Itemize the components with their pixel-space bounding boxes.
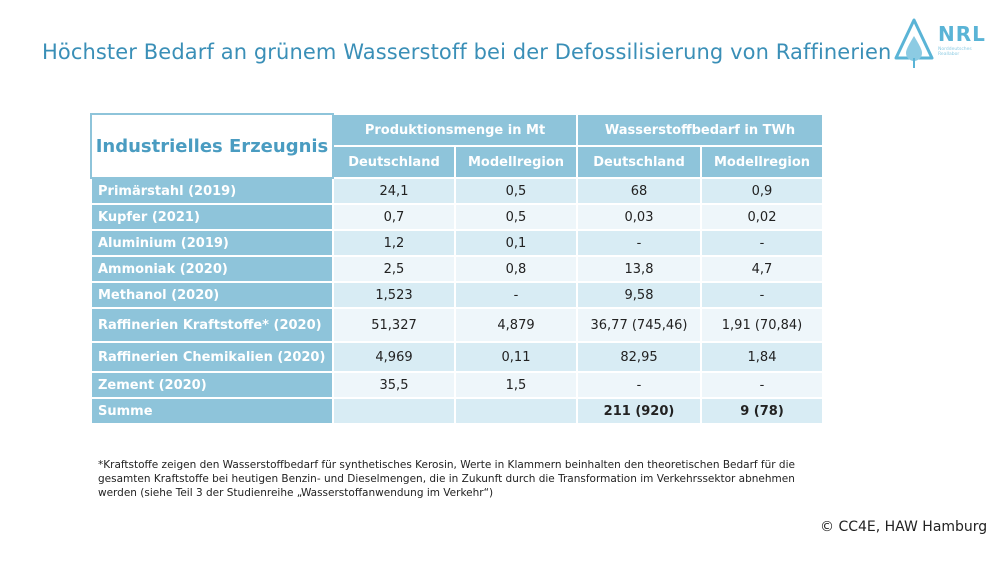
table-row: Ammoniak (2020) 2,5 0,8 13,8 4,7 [90, 255, 824, 283]
table-cell: 9 (78) [700, 397, 824, 425]
row-label: Methanol (2020) [90, 281, 334, 309]
table-row: Aluminium (2019) 1,2 0,1 - - [90, 229, 824, 257]
row-label: Raffinerien Chemikalien (2020) [90, 341, 334, 373]
subheader-model-region-production: Modellregion [454, 145, 578, 179]
subheader-germany-demand: Deutschland [576, 145, 702, 179]
row-label: Zement (2020) [90, 371, 334, 399]
copyright: © CC4E, HAW Hamburg [820, 519, 988, 535]
table-cell: 9,58 [576, 281, 702, 309]
table-cell: 4,7 [700, 255, 824, 283]
sum-row: Summe 211 (920) 9 (78) [90, 397, 824, 425]
table-cell: - [454, 281, 578, 309]
table-cell: 1,91 (70,84) [700, 307, 824, 343]
row-label: Ammoniak (2020) [90, 255, 334, 283]
table-cell: 1,5 [454, 371, 578, 399]
table-cell: 36,77 (745,46) [576, 307, 702, 343]
table-cell: 2,5 [332, 255, 456, 283]
table-row: Zement (2020) 35,5 1,5 - - [90, 371, 824, 399]
hydrogen-drop-icon [894, 18, 934, 68]
hydrogen-demand-table: Industrielles Erzeugnis Produktionsmenge… [90, 113, 824, 425]
table-cell: 13,8 [576, 255, 702, 283]
table-row: Kupfer (2021) 0,7 0,5 0,03 0,02 [90, 203, 824, 231]
nrl-logo: NRL Norddeutsches Reallabor [892, 18, 992, 78]
table-cell: - [576, 229, 702, 257]
table-row: Raffinerien Chemikalien (2020) 4,969 0,1… [90, 341, 824, 373]
table-row: Primärstahl (2019) 24,1 0,5 68 0,9 [90, 177, 824, 205]
table-cell: - [700, 371, 824, 399]
header-industrial-product: Industrielles Erzeugnis [90, 113, 334, 179]
header-production-volume: Produktionsmenge in Mt [332, 113, 578, 147]
table-cell: 0,02 [700, 203, 824, 231]
table-cell: 1,2 [332, 229, 456, 257]
table-cell: 68 [576, 177, 702, 205]
table-cell: 82,95 [576, 341, 702, 373]
table-cell: 0,9 [700, 177, 824, 205]
subheader-germany-production: Deutschland [332, 145, 456, 179]
table-cell: 0,1 [454, 229, 578, 257]
table-cell: 35,5 [332, 371, 456, 399]
table-cell: 0,7 [332, 203, 456, 231]
table-cell: - [576, 371, 702, 399]
table-cell: 0,03 [576, 203, 702, 231]
table-cell: 211 (920) [576, 397, 702, 425]
table-cell: - [700, 229, 824, 257]
row-label: Primärstahl (2019) [90, 177, 334, 205]
table-cell: 0,11 [454, 341, 578, 373]
table-cell [332, 397, 456, 425]
table-cell: 0,5 [454, 177, 578, 205]
row-label: Raffinerien Kraftstoffe* (2020) [90, 307, 334, 343]
header-hydrogen-demand: Wasserstoffbedarf in TWh [576, 113, 824, 147]
table-cell [454, 397, 578, 425]
row-label: Kupfer (2021) [90, 203, 334, 231]
table-cell: 0,8 [454, 255, 578, 283]
row-label: Aluminium (2019) [90, 229, 334, 257]
sum-row-label: Summe [90, 397, 334, 425]
footnote: *Kraftstoffe zeigen den Wasserstoffbedar… [98, 459, 795, 499]
table-row: Methanol (2020) 1,523 - 9,58 - [90, 281, 824, 309]
table-cell: 4,969 [332, 341, 456, 373]
logo-subtitle: Norddeutsches Reallabor [938, 47, 972, 57]
table-cell: 24,1 [332, 177, 456, 205]
table-cell: 1,84 [700, 341, 824, 373]
logo-name: NRL [938, 22, 986, 46]
subheader-model-region-demand: Modellregion [700, 145, 824, 179]
table-cell: 1,523 [332, 281, 456, 309]
table-cell: 51,327 [332, 307, 456, 343]
table-cell: - [700, 281, 824, 309]
page-title: Höchster Bedarf an grünem Wasserstoff be… [42, 40, 892, 64]
table-row: Raffinerien Kraftstoffe* (2020) 51,327 4… [90, 307, 824, 343]
table-cell: 0,5 [454, 203, 578, 231]
table-cell: 4,879 [454, 307, 578, 343]
